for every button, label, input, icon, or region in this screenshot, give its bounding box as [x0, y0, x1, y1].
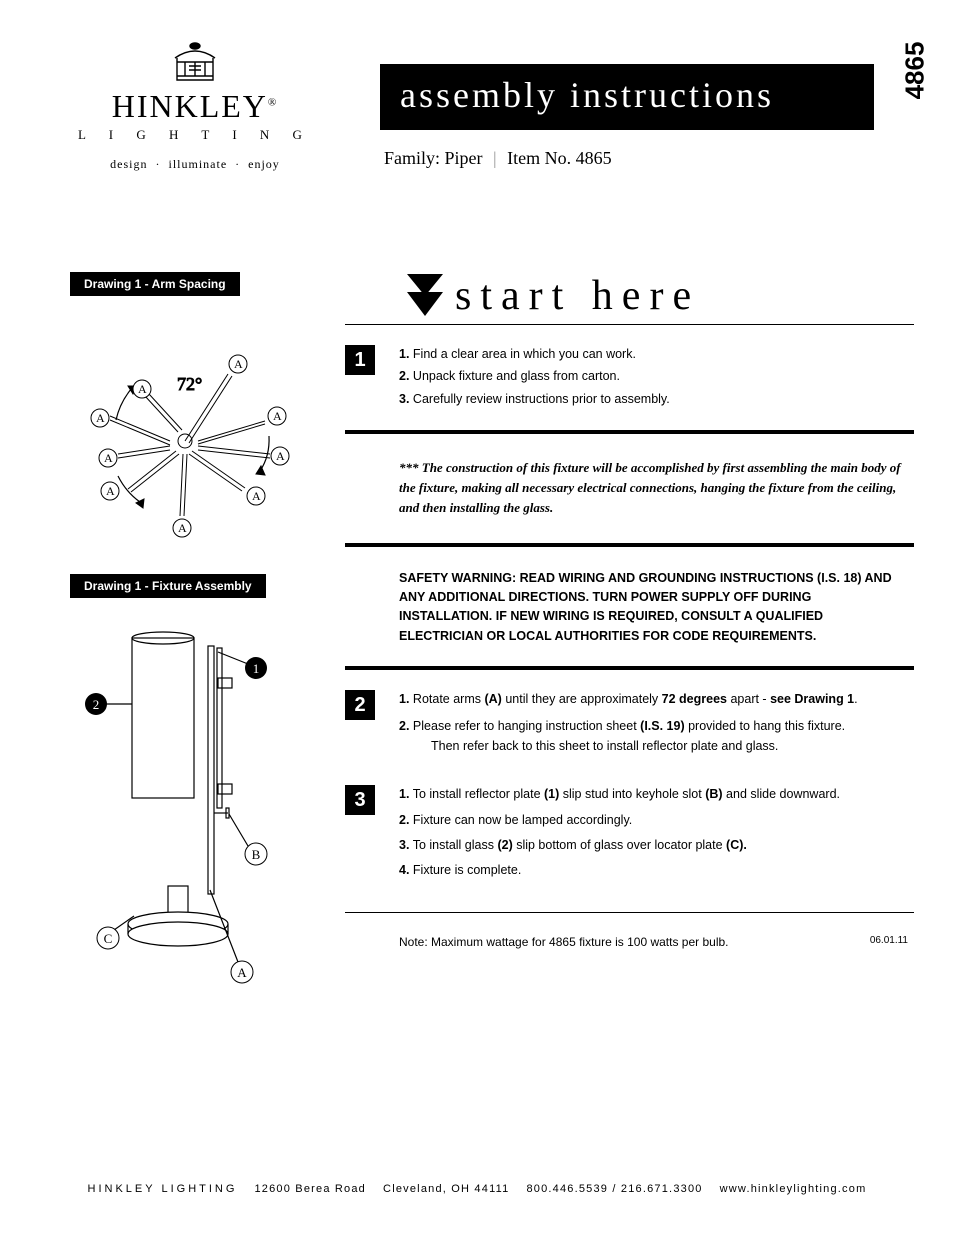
logo-block: HINKLEY® L I G H T I N G design · illumi…: [70, 40, 320, 172]
page-title: assembly instructions: [380, 64, 874, 130]
s1-item1: 1. Find a clear area in which you can wo…: [399, 345, 914, 364]
svg-text:2: 2: [93, 697, 100, 712]
logo-name: HINKLEY®: [70, 88, 320, 125]
start-here-text: start here: [455, 272, 700, 320]
footer-url: www.hinkleylighting.com: [720, 1183, 867, 1195]
s2-item2: 2. Please refer to hanging instruction s…: [399, 717, 914, 756]
svg-text:A: A: [96, 411, 105, 425]
s1-item2: 2. Unpack fixture and glass from carton.: [399, 367, 914, 386]
doc-date: 06.01.11: [870, 935, 908, 949]
page-header: HINKLEY® L I G H T I N G design · illumi…: [70, 40, 914, 172]
svg-text:1: 1: [253, 661, 260, 676]
s2-item1: 1. Rotate arms (A) until they are approx…: [399, 690, 914, 709]
footer-brand: HINKLEY LIGHTING: [88, 1183, 238, 1195]
section-1-body: 1. Find a clear area in which you can wo…: [399, 345, 914, 412]
footer-address: 12600 Berea Road: [254, 1183, 366, 1195]
chevron-down-icon: [405, 272, 445, 320]
divider-thick: [345, 543, 914, 547]
s1-item3: 3. Carefully review instructions prior t…: [399, 390, 914, 409]
item-value: 4865: [576, 148, 612, 168]
section-1: 1 1. Find a clear area in which you can …: [345, 345, 914, 412]
drawing2-block: Drawing 1 - Fixture Assembly: [70, 574, 315, 998]
logo-subtitle: L I G H T I N G: [70, 127, 320, 143]
svg-text:A: A: [252, 489, 261, 503]
logo-tagline: design · illuminate · enjoy: [70, 157, 320, 172]
drawing1-arm-spacing: 72° A A A A A A A A A: [70, 316, 300, 546]
s3-item1: 1. To install reflector plate (1) slip s…: [399, 785, 914, 804]
svg-text:C: C: [104, 931, 113, 946]
section-3: 3 1. To install reflector plate (1) slip…: [345, 785, 914, 884]
svg-text:A: A: [237, 965, 247, 980]
section-3-body: 1. To install reflector plate (1) slip s…: [399, 785, 914, 884]
item-code-vertical: 4865: [900, 42, 931, 100]
family-label: Family:: [384, 148, 440, 168]
divider-pipe: |: [493, 148, 497, 168]
divider: [345, 324, 914, 325]
subtitle-row: Family: Piper | Item No. 4865: [380, 148, 914, 169]
logo-icon: [70, 40, 320, 84]
divider-thick: [345, 666, 914, 670]
step-number-1: 1: [345, 345, 375, 375]
drawing2-label: Drawing 1 - Fixture Assembly: [70, 574, 266, 598]
safety-warning: SAFETY WARNING: READ WIRING AND GROUNDIN…: [399, 569, 906, 647]
step-number-2: 2: [345, 690, 375, 720]
section-2: 2 1. Rotate arms (A) until they are appr…: [345, 690, 914, 759]
item-label: Item No.: [507, 148, 571, 168]
wattage-row: Note: Maximum wattage for 4865 fixture i…: [399, 935, 908, 949]
right-column: start here 1 1. Find a clear area in whi…: [345, 272, 914, 998]
divider-thick: [345, 430, 914, 434]
step-number-3: 3: [345, 785, 375, 815]
s3-item2: 2. Fixture can now be lamped accordingly…: [399, 811, 914, 830]
start-here-heading: start here: [405, 272, 914, 320]
svg-text:A: A: [234, 357, 243, 371]
svg-text:A: A: [273, 409, 282, 423]
footer-city: Cleveland, OH 44111: [383, 1183, 509, 1195]
svg-text:A: A: [104, 451, 113, 465]
svg-text:A: A: [106, 484, 115, 498]
wattage-note: Note: Maximum wattage for 4865 fixture i…: [399, 935, 729, 949]
svg-text:A: A: [138, 382, 147, 396]
title-block: assembly instructions 4865 Family: Piper…: [380, 40, 914, 169]
content-area: Drawing 1 - Arm Spacing: [70, 272, 914, 998]
svg-text:B: B: [252, 847, 261, 862]
family-value: Piper: [445, 148, 483, 168]
drawing1-label: Drawing 1 - Arm Spacing: [70, 272, 240, 296]
s3-item4: 4. Fixture is complete.: [399, 861, 914, 880]
s3-item3: 3. To install glass (2) slip bottom of g…: [399, 836, 914, 855]
svg-text:A: A: [276, 449, 285, 463]
page-footer: HINKLEY LIGHTING 12600 Berea Road Clevel…: [0, 1183, 954, 1195]
left-column: Drawing 1 - Arm Spacing: [70, 272, 315, 998]
section-2-body: 1. Rotate arms (A) until they are approx…: [399, 690, 914, 759]
svg-text:A: A: [178, 521, 187, 535]
construction-note: *** The construction of this fixture wil…: [399, 458, 906, 518]
divider: [345, 912, 914, 913]
svg-text:72°: 72°: [177, 374, 202, 394]
footer-phone: 800.446.5539 / 216.671.3300: [526, 1183, 702, 1195]
drawing2-fixture-assembly: 1 2 B C A: [70, 618, 300, 998]
